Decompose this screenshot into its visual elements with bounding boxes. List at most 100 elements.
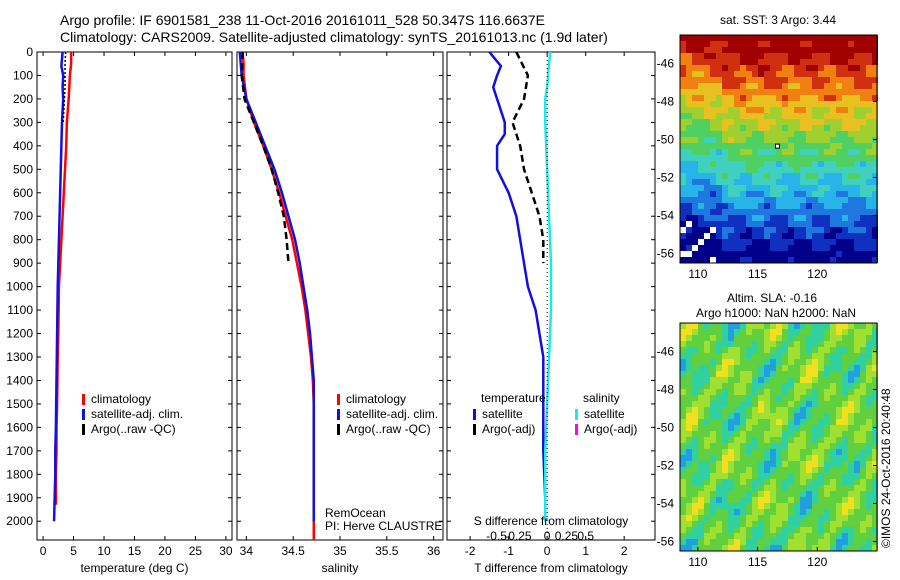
map-cell	[686, 203, 692, 209]
map-cell	[740, 461, 746, 467]
map-cell	[806, 89, 812, 95]
map-cell	[698, 167, 704, 173]
map-cell	[824, 377, 830, 383]
map-cell	[770, 413, 776, 419]
map-cell	[854, 431, 860, 437]
map-cell	[692, 425, 698, 431]
map-cell	[722, 467, 728, 473]
map-cell	[758, 371, 764, 377]
map-cell	[782, 149, 788, 155]
map-cell	[698, 389, 704, 395]
map-cell	[866, 203, 872, 209]
map-cell	[824, 341, 830, 347]
map-cell	[860, 41, 866, 47]
map-cell	[710, 233, 716, 239]
map-cell	[752, 437, 758, 443]
map-y-tick-label: -52	[657, 171, 675, 185]
map-cell	[830, 221, 836, 227]
map-cell	[794, 107, 800, 113]
map-cell	[728, 491, 734, 497]
map-cell	[758, 359, 764, 365]
map-cell	[782, 413, 788, 419]
map-cell	[764, 101, 770, 107]
map-cell	[794, 167, 800, 173]
map-cell	[788, 155, 794, 161]
x-tick-label-difference: 0	[544, 544, 551, 558]
map-cell	[710, 533, 716, 539]
map-cell	[722, 143, 728, 149]
map-cell	[776, 161, 782, 167]
map-cell	[728, 515, 734, 521]
map-cell	[734, 353, 740, 359]
map-cell	[686, 497, 692, 503]
map-cell	[824, 137, 830, 143]
map-cell	[818, 227, 824, 233]
map-cell	[818, 419, 824, 425]
map-cell	[704, 221, 710, 227]
map-cell	[782, 341, 788, 347]
map-cell	[818, 125, 824, 131]
map-cell	[746, 65, 752, 71]
map-cell	[860, 335, 866, 341]
map-cell	[704, 53, 710, 59]
map-cell	[866, 473, 872, 479]
map-cell	[758, 161, 764, 167]
map-cell	[710, 245, 716, 251]
map-cell	[764, 527, 770, 533]
map-cell	[692, 149, 698, 155]
map-cell	[818, 533, 824, 539]
map-cell	[788, 323, 794, 329]
map-cell	[860, 137, 866, 143]
map-cell	[686, 95, 692, 101]
map-cell	[806, 503, 812, 509]
map-cell	[752, 203, 758, 209]
map-cell	[830, 71, 836, 77]
map-cell	[776, 431, 782, 437]
map-cell	[686, 419, 692, 425]
map-cell	[800, 443, 806, 449]
map-cell	[854, 479, 860, 485]
map-cell	[740, 473, 746, 479]
map-cell	[686, 53, 692, 59]
map-cell	[704, 167, 710, 173]
map-cell	[758, 443, 764, 449]
map-cell	[686, 323, 692, 329]
map-cell	[788, 179, 794, 185]
map-frame-sst_map	[679, 34, 878, 264]
map-cell	[824, 35, 830, 41]
map-cell	[824, 389, 830, 395]
map-cell	[848, 419, 854, 425]
map-cell	[836, 425, 842, 431]
map-cell	[848, 491, 854, 497]
map-cell	[734, 143, 740, 149]
map-cell	[830, 137, 836, 143]
map-cell	[848, 137, 854, 143]
map-cell	[758, 185, 764, 191]
map-cell	[806, 131, 812, 137]
map-cell	[710, 257, 716, 263]
map-cell	[830, 107, 836, 113]
map-cell	[860, 491, 866, 497]
map-cell	[800, 47, 806, 53]
map-cell	[776, 527, 782, 533]
map-cell	[680, 149, 686, 155]
map-cell	[824, 233, 830, 239]
map-cell	[860, 485, 866, 491]
map-cell	[830, 155, 836, 161]
map-cell	[866, 35, 872, 41]
map-x-tick-label: 110	[688, 267, 707, 281]
map-cell	[728, 389, 734, 395]
map-cell	[866, 251, 872, 257]
map-cell	[836, 407, 842, 413]
map-cell	[836, 323, 842, 329]
map-cell	[710, 215, 716, 221]
map-cell	[860, 419, 866, 425]
map-cell	[818, 119, 824, 125]
map-cell	[680, 485, 686, 491]
map-cell	[860, 101, 866, 107]
map-cell	[710, 395, 716, 401]
map-cell	[698, 47, 704, 53]
map-cell	[692, 395, 698, 401]
map-cell	[716, 365, 722, 371]
map-cell	[776, 545, 782, 551]
